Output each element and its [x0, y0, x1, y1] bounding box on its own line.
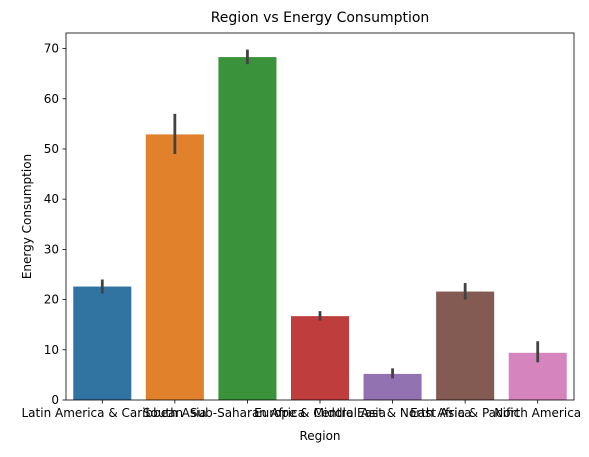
bar [290, 316, 350, 400]
y-tick-label: 20 [44, 293, 59, 307]
bar [436, 291, 495, 400]
y-tick-label: 40 [44, 192, 59, 206]
x-tick-label: East Asia & Pacific [410, 406, 520, 420]
bar [73, 286, 132, 400]
y-tick-label: 50 [44, 142, 59, 156]
y-tick-label: 60 [44, 92, 59, 106]
y-tick-label: 70 [44, 42, 59, 56]
x-tick-label: Middle East & North Africa [314, 406, 472, 420]
bars-layer [73, 57, 567, 401]
bar [218, 57, 277, 400]
x-tick-label: North America [494, 406, 581, 420]
x-tick-label: Europe & Central Asia [254, 406, 386, 420]
error-bars-layer [100, 49, 540, 379]
y-axis: 0 10 20 30 40 50 60 70 [44, 42, 66, 407]
x-tick-label: Sub-Saharan Africa [190, 406, 305, 420]
y-tick-label: 10 [44, 343, 59, 357]
plot-frame [65, 32, 575, 401]
chart-title: Region vs Energy Consumption [211, 10, 430, 26]
x-tick-label: South Asia [143, 406, 207, 420]
y-axis-label: Energy Consumption [20, 154, 34, 279]
x-tick-label: Latin America & Caribbean [22, 406, 184, 420]
y-tick-label: 0 [51, 393, 59, 407]
y-tick-label: 30 [44, 242, 59, 256]
bar [145, 134, 204, 401]
x-axis-label: Region [299, 429, 340, 443]
